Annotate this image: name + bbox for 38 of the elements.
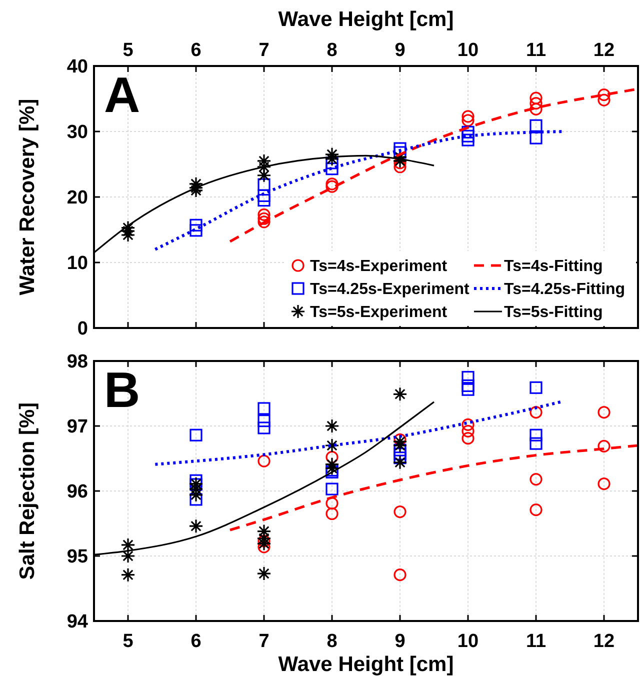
y-tick-label: 98 — [66, 352, 88, 373]
x-tick-label: 11 — [526, 631, 546, 652]
legend-label: Ts=4.25s-Experiment — [310, 281, 470, 298]
x-tick-label: 6 — [190, 40, 202, 61]
x-tick-label: 8 — [326, 631, 338, 652]
y-axis-title: Salt Rejection [%] — [16, 402, 39, 580]
x-tick-label: 5 — [122, 631, 134, 652]
legend-label: Ts=4s-Experiment — [310, 258, 448, 276]
x-tick-label: 12 — [593, 631, 615, 652]
legend-label: Ts=4.25s-Fitting — [504, 281, 626, 298]
y-tick-label: 40 — [66, 56, 88, 78]
x-axis-title: Wave Height [cm] — [278, 8, 454, 31]
y-tick-label: 30 — [66, 122, 88, 144]
x-tick-label: 7 — [258, 40, 270, 61]
legend-label: Ts=5s-Fitting — [504, 304, 603, 322]
y-tick-label: 0 — [77, 318, 88, 340]
x-tick-label: 8 — [326, 40, 338, 61]
legend-label: Ts=5s-Experiment — [310, 304, 448, 322]
x-tick-label: 12 — [593, 40, 615, 61]
x-tick-label: 9 — [394, 40, 406, 61]
x-axis-title: Wave Height [cm] — [278, 653, 454, 676]
x-tick-label: 7 — [258, 631, 270, 652]
y-tick-label: 94 — [66, 612, 88, 633]
y-tick-label: 10 — [66, 253, 88, 274]
x-tick-label: 6 — [190, 631, 202, 652]
annotation: B — [104, 362, 140, 418]
x-tick-label: 9 — [394, 631, 406, 652]
annotation: A — [104, 67, 140, 123]
x-tick-label: 5 — [122, 40, 134, 61]
x-tick-label: 10 — [457, 40, 479, 61]
y-tick-label: 95 — [66, 546, 88, 568]
y-tick-label: 20 — [66, 188, 88, 209]
y-tick-label: 96 — [66, 482, 88, 503]
x-tick-label: 10 — [457, 631, 479, 652]
y-tick-label: 97 — [66, 416, 88, 438]
y-axis-title: Water Recovery [%] — [16, 98, 39, 296]
legend-label: Ts=4s-Fitting — [504, 258, 603, 276]
x-tick-label: 11 — [526, 40, 546, 61]
